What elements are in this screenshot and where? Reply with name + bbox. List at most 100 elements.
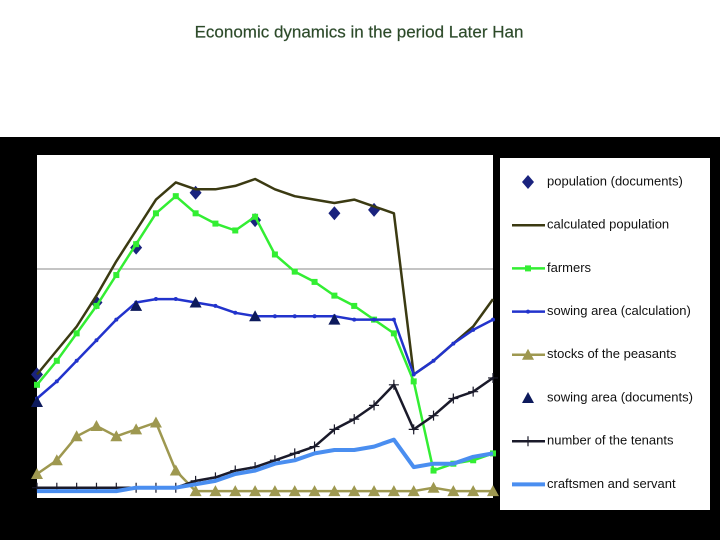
marker	[430, 467, 437, 474]
marker	[487, 485, 499, 497]
marker	[451, 341, 456, 346]
marker	[153, 297, 158, 302]
marker	[488, 372, 498, 383]
marker	[173, 297, 178, 302]
marker	[110, 430, 123, 442]
marker	[411, 372, 416, 377]
marker	[53, 357, 60, 364]
series-line	[37, 437, 494, 494]
marker	[130, 423, 143, 435]
marker	[470, 457, 477, 464]
marker	[152, 210, 159, 217]
series	[35, 297, 495, 401]
marker	[312, 314, 317, 319]
marker	[311, 278, 318, 285]
marker	[522, 348, 534, 360]
series	[37, 437, 494, 494]
legend-label: sowing area (calculation)	[547, 303, 691, 318]
marker	[331, 292, 338, 299]
marker	[390, 330, 397, 337]
marker	[468, 386, 479, 397]
marker	[368, 485, 381, 497]
marker	[31, 467, 43, 479]
marker	[34, 381, 40, 388]
point	[328, 206, 341, 221]
point	[249, 310, 262, 322]
marker	[169, 464, 182, 476]
marker	[349, 414, 360, 425]
marker	[172, 193, 179, 200]
marker	[93, 302, 100, 309]
marker	[229, 485, 242, 497]
marker	[387, 485, 400, 497]
marker	[408, 424, 419, 435]
marker	[448, 393, 459, 404]
legend-label: farmers	[547, 260, 592, 275]
slide-top	[0, 0, 720, 137]
plot-area	[37, 155, 493, 498]
marker	[212, 220, 219, 227]
marker	[523, 436, 533, 447]
marker	[522, 392, 534, 403]
marker	[308, 485, 321, 497]
marker	[348, 485, 361, 497]
marker	[369, 400, 380, 411]
marker	[209, 485, 222, 497]
marker	[491, 317, 495, 322]
marker	[525, 265, 531, 272]
legend-label: calculated population	[547, 217, 669, 232]
series	[31, 296, 341, 407]
marker	[522, 175, 534, 189]
legend-label: stocks of the peasants	[547, 346, 677, 361]
marker	[427, 481, 440, 493]
marker	[292, 314, 297, 319]
marker	[50, 454, 63, 466]
series	[31, 416, 499, 497]
chart-title: Economic dynamics in the period Later Ha…	[195, 22, 524, 41]
marker	[192, 210, 199, 217]
marker	[54, 379, 59, 384]
point	[189, 296, 202, 308]
marker	[249, 485, 262, 497]
marker	[70, 430, 83, 442]
marker	[328, 485, 341, 497]
marker	[113, 272, 120, 279]
marker	[372, 317, 377, 322]
marker	[252, 213, 259, 220]
marker	[526, 309, 530, 314]
marker	[291, 268, 298, 275]
series	[34, 193, 496, 474]
legend-label: sowing area (documents)	[547, 389, 693, 404]
series-line	[36, 421, 493, 493]
point	[328, 313, 341, 325]
marker	[431, 358, 436, 363]
marker	[428, 410, 439, 421]
legend	[500, 158, 710, 510]
marker	[268, 485, 281, 497]
marker	[232, 227, 239, 234]
marker	[410, 378, 417, 385]
marker	[352, 317, 357, 322]
legend-label: population (documents)	[547, 173, 683, 188]
marker	[233, 310, 238, 315]
marker	[272, 314, 277, 319]
marker	[114, 317, 119, 322]
marker	[407, 485, 420, 497]
marker	[447, 485, 460, 497]
legend-items: population (documents) calculated populat…	[512, 173, 693, 491]
marker	[94, 338, 99, 343]
plot	[31, 177, 499, 497]
series-line	[36, 194, 494, 472]
marker	[309, 441, 320, 452]
legend-label: craftsmen and servant	[547, 476, 676, 491]
marker	[289, 448, 300, 459]
marker	[288, 485, 301, 497]
marker	[467, 485, 480, 497]
marker	[189, 485, 202, 497]
marker	[133, 241, 140, 248]
marker	[90, 419, 103, 431]
marker	[271, 251, 278, 258]
marker	[391, 317, 396, 322]
point	[130, 299, 143, 311]
